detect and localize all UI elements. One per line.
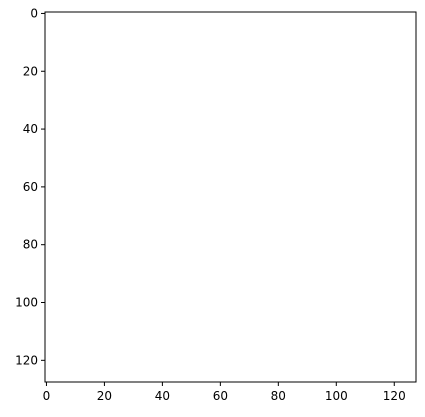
y-tick-label: 20 (23, 64, 38, 78)
y-tick-label: 80 (23, 238, 38, 252)
axes-frame (44, 11, 417, 383)
x-tick-label: 120 (383, 389, 406, 403)
x-tick-label: 60 (213, 389, 228, 403)
y-tick-label: 0 (30, 6, 38, 20)
x-tick-label: 0 (43, 389, 51, 403)
y-tick-label: 100 (15, 296, 38, 310)
x-tick-label: 40 (155, 389, 170, 403)
x-axis-ticks: 0 20 40 60 80 100 120 (43, 382, 406, 403)
x-tick-label: 100 (325, 389, 348, 403)
x-tick-label: 80 (271, 389, 286, 403)
x-tick-label: 20 (97, 389, 112, 403)
y-axis-ticks: 0 20 40 60 80 100 120 (15, 6, 45, 367)
y-tick-label: 40 (23, 122, 38, 136)
y-tick-label: 60 (23, 180, 38, 194)
y-tick-label: 120 (15, 353, 38, 367)
heatmap-image (45, 12, 416, 382)
